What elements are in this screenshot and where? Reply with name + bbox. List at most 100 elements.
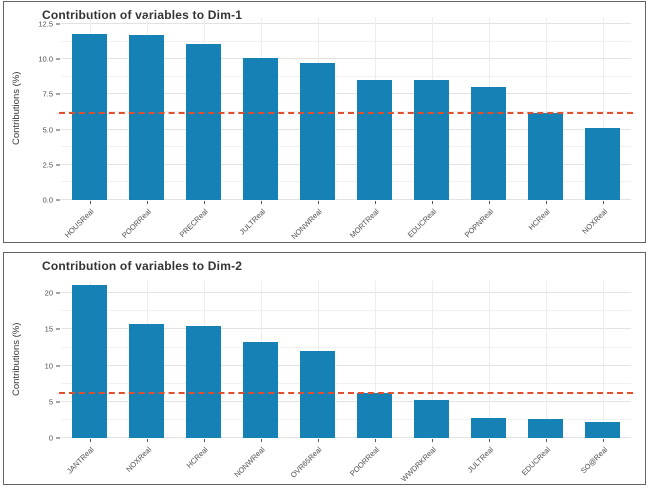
dim1-y-axis-label: Contributions (%) (11, 71, 22, 146)
x-tick-mark (488, 201, 490, 204)
y-tick-label: 0 (48, 433, 53, 443)
bar (185, 43, 222, 200)
y-tick-mark (56, 164, 60, 166)
x-tick-mark (545, 439, 547, 442)
x-label-slot: SO@Real (574, 438, 631, 482)
x-axis-label: NONWReal (289, 207, 324, 242)
bar (71, 33, 108, 200)
y-tick-label: 7.5 (42, 89, 53, 99)
x-tick-mark (317, 439, 319, 442)
bar (584, 422, 621, 438)
dim1-plot-area: 0.0 2.5 5.0 7.5 10.0 12.5 (38, 17, 633, 205)
bar (356, 393, 393, 438)
dim1-chart-title: Contribution of variables to Dim-1 (42, 8, 243, 22)
bar-slot (403, 17, 460, 200)
bar-slot (517, 17, 574, 200)
dim2-y-axis-label: Contributions (%) (11, 322, 22, 397)
x-tick-mark (260, 201, 262, 204)
x-tick-mark (146, 439, 148, 442)
minor-gridline (61, 346, 631, 348)
dim2-x-axis-labels: JANTReal NOXReal HCReal NONWReal OVR65Real PO… (61, 438, 631, 484)
bar (128, 35, 165, 200)
vertical-gridline (374, 281, 376, 438)
x-axis-label: JANTReal (65, 445, 96, 476)
x-label-slot: OVR65Real (289, 438, 346, 482)
x-label-slot: NOXReal (574, 200, 631, 244)
minor-gridline (61, 181, 631, 183)
minor-gridline (61, 40, 631, 42)
x-axis-label: JULTReal (237, 207, 267, 237)
y-tick-mark (56, 292, 60, 294)
bar (413, 400, 450, 438)
x-label-slot: EDUCReal (403, 200, 460, 244)
bar-slot (175, 17, 232, 200)
bar (71, 284, 108, 438)
bar-slot (61, 17, 118, 200)
bar (413, 80, 450, 200)
x-label-slot: PRECReal (175, 200, 232, 244)
major-gridline (61, 23, 631, 25)
bar (242, 341, 279, 438)
minor-gridline (61, 75, 631, 77)
x-axis-label: WWDRKReal (399, 445, 438, 484)
major-gridline (61, 199, 631, 200)
minor-gridline (61, 310, 631, 312)
bar (470, 417, 507, 438)
y-tick-label: 10 (44, 361, 53, 371)
dim2-chart-title: Contribution of variables to Dim-2 (42, 259, 243, 273)
x-label-slot: HOUSReal (61, 200, 118, 244)
vertical-gridline (602, 281, 604, 438)
minor-gridline (61, 111, 631, 113)
major-gridline (61, 364, 631, 366)
x-tick-mark (146, 201, 148, 204)
major-gridline (61, 437, 631, 438)
x-label-slot: JANTReal (61, 438, 118, 482)
major-gridline (61, 328, 631, 330)
bar-slot (403, 281, 460, 438)
y-tick-label: 5.0 (42, 125, 53, 135)
x-label-slot: JULTReal (460, 438, 517, 482)
x-axis-label: SO@Real (578, 445, 609, 476)
y-tick-mark (56, 23, 60, 25)
y-tick-label: 2.5 (42, 160, 53, 170)
y-tick-mark (56, 129, 60, 131)
vertical-gridline (545, 17, 547, 200)
x-axis-label: EDUCReal (405, 207, 438, 240)
x-tick-mark (602, 439, 604, 442)
x-label-slot: POORReal (118, 200, 175, 244)
dim2-plot-area: 0 5 10 15 20 (45, 281, 633, 443)
x-axis-label: POORReal (119, 207, 153, 240)
x-axis-label: HCReal (526, 207, 552, 232)
bar-slot (460, 281, 517, 438)
bar-slot (232, 281, 289, 438)
y-tick-label: 10.0 (38, 54, 53, 64)
dim2-plot: 0 5 10 15 20 JANTReal NOXReal HCReal NONWReal OV… (45, 281, 633, 484)
x-axis-label: EDUCReal (519, 445, 552, 478)
bar-slot (346, 281, 403, 438)
x-axis-label: OVR65Real (289, 445, 324, 480)
y-tick-mark (56, 199, 60, 201)
vertical-gridline (431, 281, 433, 438)
bar (470, 87, 507, 200)
bar (527, 112, 564, 200)
bar-slot (289, 17, 346, 200)
major-gridline (61, 58, 631, 60)
y-tick-label: 0.0 (42, 195, 53, 205)
x-tick-mark (545, 201, 547, 204)
x-label-slot: MORTReal (346, 200, 403, 244)
bar-slot (175, 281, 232, 438)
bar (356, 80, 393, 200)
dim1-x-axis-labels: HOUSReal POORReal PRECReal JULTReal NONWReal… (61, 200, 631, 244)
y-tick-label: 12.5 (38, 19, 53, 29)
vertical-gridline (488, 281, 490, 438)
bar (299, 63, 336, 200)
x-label-slot: NONWReal (289, 200, 346, 244)
y-tick-mark (56, 365, 60, 367)
dim1-chart-panel: Contribution of variables to Dim-1 Contr… (3, 1, 646, 243)
major-gridline (61, 292, 631, 294)
x-tick-mark (374, 439, 376, 442)
reference-line (59, 392, 633, 395)
x-tick-mark (89, 439, 91, 442)
x-tick-mark (431, 439, 433, 442)
bar (584, 128, 621, 200)
